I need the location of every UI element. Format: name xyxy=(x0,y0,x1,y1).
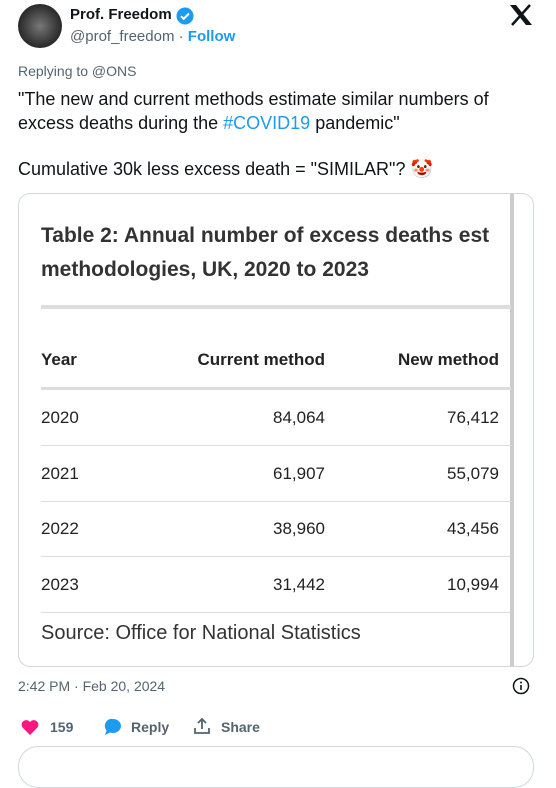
table-cell: 2022 xyxy=(41,519,79,538)
reply-button[interactable]: Reply xyxy=(131,719,170,735)
like-icon[interactable] xyxy=(20,718,40,736)
table-source: Source: Office for National Statistics xyxy=(41,622,361,644)
like-count[interactable]: 159 xyxy=(50,719,74,735)
image-card[interactable]: Table 2: Annual number of excess deaths … xyxy=(18,193,534,667)
share-button[interactable]: Share xyxy=(221,719,260,735)
avatar[interactable] xyxy=(18,4,62,48)
row-divider xyxy=(41,445,511,446)
table-cell: 31,442 xyxy=(273,574,325,594)
author-handle[interactable]: @prof_freedom xyxy=(70,28,175,45)
table-cell: 55,079 xyxy=(447,463,499,483)
hashtag[interactable]: #COVID19 xyxy=(223,113,311,133)
author-name[interactable]: Prof. Freedom xyxy=(70,6,172,23)
tweet-text-part: pandemic" xyxy=(310,113,400,133)
table-cell: 61,907 xyxy=(273,463,325,483)
table-cell: 38,960 xyxy=(273,519,325,538)
table-cell: 10,994 xyxy=(447,574,499,594)
tweet-text: "The new and current methods estimate si… xyxy=(18,87,528,135)
read-replies-button[interactable] xyxy=(18,746,534,788)
share-icon[interactable] xyxy=(193,717,211,735)
reply-icon[interactable] xyxy=(103,717,123,736)
table-cell: 84,064 xyxy=(273,408,325,427)
timestamp[interactable]: 2:42 PM · Feb 20, 2024 xyxy=(18,678,166,694)
tweet-page: Prof. Freedom @prof_freedom · Follow Rep… xyxy=(18,4,534,788)
table-cell: 2020 xyxy=(41,408,79,427)
table-cell: 2023 xyxy=(41,574,79,594)
row-divider xyxy=(41,556,511,557)
author-handle-row: @prof_freedom · Follow xyxy=(70,28,236,45)
table-cell: New method xyxy=(397,350,499,369)
x-logo[interactable] xyxy=(509,4,533,26)
info-icon[interactable] xyxy=(512,677,530,695)
title-line: methodologies, UK, 2020 to 2023 xyxy=(41,258,369,281)
table-title: Table 2: Annual number of excess deaths … xyxy=(41,219,489,287)
replying-to[interactable]: Replying to @ONS xyxy=(18,63,137,79)
scrollbar xyxy=(510,194,514,666)
table-cell: 76,412 xyxy=(447,408,499,427)
tweet-text-part: "The new and current methods estimate si… xyxy=(18,89,489,133)
rule xyxy=(41,305,511,309)
follow-button[interactable]: Follow xyxy=(187,28,236,45)
table-cell: 43,456 xyxy=(447,519,499,538)
title-line: Table 2: Annual number of excess deaths … xyxy=(41,224,490,247)
table-cell: Year xyxy=(41,350,77,369)
tweet-text-line: Cumulative 30k less excess death = "SIMI… xyxy=(18,159,433,179)
table-cell: Current method xyxy=(197,350,326,369)
table-cell: 2021 xyxy=(41,463,79,483)
verified-badge xyxy=(176,7,194,25)
row-divider xyxy=(41,500,511,502)
row-divider xyxy=(41,387,511,390)
row-divider xyxy=(41,611,511,613)
